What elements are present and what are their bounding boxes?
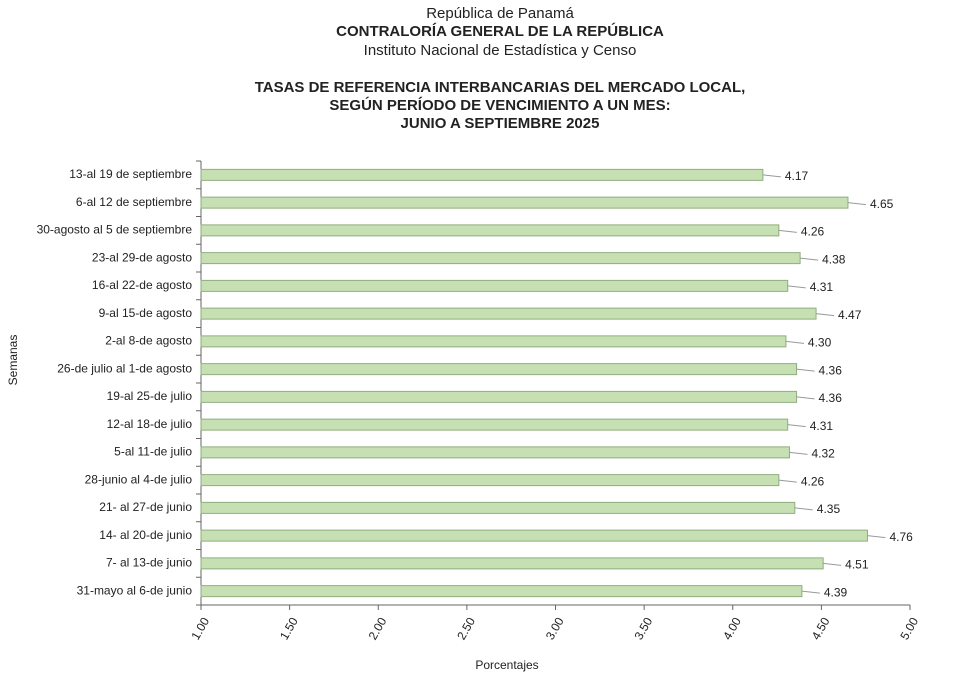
bar — [200, 418, 789, 431]
data-label: 4.36 — [819, 363, 843, 377]
header-line: Instituto Nacional de Estadística y Cens… — [364, 42, 637, 59]
y-tick-label: 16-al 22-de agosto — [92, 278, 192, 292]
leader-line — [816, 313, 835, 317]
leader-line — [847, 202, 867, 206]
y-tick-label: 26-de julio al 1-de agosto — [57, 361, 192, 375]
y-tick-label: 19-al 25-de julio — [107, 389, 193, 403]
x-tick-label: 4.50 — [809, 615, 833, 643]
leader-line — [787, 285, 806, 289]
chart-title: SEGÚN PERÍODO DE VENCIMIENTO A UN MES: — [329, 96, 670, 114]
y-tick-label: 9-al 15-de agosto — [99, 306, 193, 320]
chart-title: JUNIO A SEPTIEMBRE 2025 — [401, 115, 600, 132]
leader-line — [778, 479, 797, 483]
header-line: República de Panamá — [426, 5, 574, 22]
leader-line — [796, 368, 815, 372]
leader-line — [801, 590, 820, 594]
y-tick-label: 14- al 20-de junio — [99, 528, 192, 542]
chart-title: TASAS DE REFERENCIA INTERBANCARIAS DEL M… — [255, 79, 746, 96]
y-axis-label: Semanas — [6, 335, 20, 386]
bar — [200, 279, 789, 292]
x-tick-label: 3.00 — [543, 615, 567, 643]
bar — [200, 307, 817, 320]
data-label: 4.26 — [801, 225, 825, 239]
y-tick-label: 31-mayo al 6-de junio — [77, 583, 193, 597]
bar — [200, 557, 824, 570]
data-label: 4.17 — [785, 169, 809, 183]
leader-line — [778, 229, 797, 233]
y-tick-label: 30-agosto al 5 de septiembre — [37, 223, 193, 237]
leader-line — [823, 562, 842, 566]
leader-line — [796, 396, 815, 400]
x-tick-label: 3.50 — [632, 615, 656, 643]
data-label: 4.26 — [801, 474, 825, 488]
leader-line — [794, 507, 813, 511]
data-label: 4.36 — [819, 391, 843, 405]
y-tick-label: 6-al 12 de septiembre — [76, 195, 192, 209]
bar — [200, 168, 764, 181]
data-label: 4.31 — [810, 419, 834, 433]
header-line: CONTRALORÍA GENERAL DE LA REPÚBLICA — [336, 22, 664, 40]
leader-line — [789, 451, 808, 455]
data-label: 4.30 — [808, 336, 832, 350]
x-tick-label: 1.50 — [277, 615, 301, 643]
bar — [200, 363, 798, 376]
bar — [200, 585, 803, 598]
x-tick-label: 2.00 — [366, 615, 390, 643]
bar — [200, 335, 787, 348]
x-tick-label: 5.00 — [897, 615, 921, 643]
bar — [200, 252, 801, 265]
data-label: 4.38 — [822, 252, 846, 266]
bar — [200, 474, 780, 487]
bar — [200, 501, 796, 514]
leader-line — [867, 535, 886, 539]
y-tick-label: 28-junio al 4-de julio — [85, 472, 193, 486]
y-tick-label: 13-al 19 de septiembre — [69, 167, 192, 181]
y-tick-label: 7- al 13-de junio — [106, 556, 192, 570]
leader-line — [800, 257, 819, 261]
x-tick-label: 1.00 — [188, 615, 212, 643]
data-label: 4.32 — [811, 447, 835, 461]
leader-line — [785, 340, 804, 344]
bar — [200, 390, 798, 403]
data-label: 4.65 — [870, 197, 894, 211]
x-tick-label: 2.50 — [454, 615, 478, 643]
data-label: 4.35 — [817, 502, 841, 516]
y-tick-label: 23-al 29-de agosto — [92, 250, 192, 264]
data-label: 4.47 — [838, 308, 862, 322]
y-tick-label: 2-al 8-de agosto — [105, 334, 192, 348]
x-tick-label: 4.00 — [720, 615, 744, 643]
bar — [200, 224, 780, 237]
leader-line — [762, 174, 781, 178]
bar — [200, 196, 849, 209]
bar — [200, 446, 790, 459]
leader-line — [787, 424, 806, 428]
data-label: 4.76 — [889, 530, 913, 544]
y-tick-label: 12-al 18-de julio — [107, 417, 193, 431]
y-tick-label: 21- al 27-de junio — [99, 500, 192, 514]
y-tick-label: 5-al 11-de julio — [114, 445, 192, 459]
bar — [200, 529, 868, 542]
x-axis-label: Porcentajes — [475, 658, 538, 672]
data-label: 4.31 — [810, 280, 834, 294]
data-label: 4.51 — [845, 558, 869, 572]
data-label: 4.39 — [824, 585, 848, 599]
